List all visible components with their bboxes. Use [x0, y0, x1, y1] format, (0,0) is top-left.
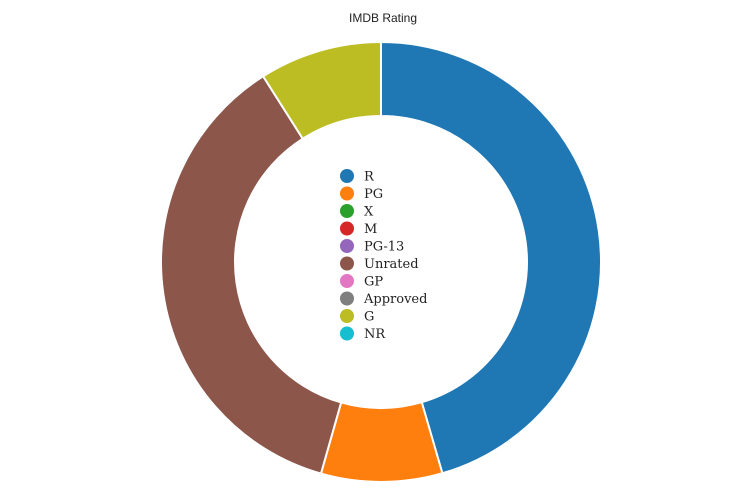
legend-label: PG: [364, 187, 383, 202]
legend-label: Unrated: [364, 257, 419, 272]
slice-g[interactable]: [261, 40, 382, 141]
legend-item-pg[interactable]: PG: [340, 186, 383, 203]
donut-slices: [160, 40, 603, 483]
legend-item-m[interactable]: M: [340, 221, 377, 238]
legend-label: G: [364, 310, 374, 325]
legend-item-x[interactable]: X: [340, 204, 374, 220]
legend-item-r[interactable]: R: [340, 169, 375, 185]
legend-item-g[interactable]: G: [340, 309, 374, 325]
legend-marker: [340, 186, 354, 201]
slice-r[interactable]: [380, 40, 603, 475]
chart-title: IMDB Rating: [349, 11, 417, 25]
legend-marker: [340, 204, 354, 218]
legend-marker: [340, 256, 354, 271]
legend-label: NR: [364, 327, 386, 342]
legend-item-approved[interactable]: Approved: [340, 291, 427, 308]
legend-marker: [340, 221, 354, 236]
legend-label: PG-13: [364, 240, 404, 255]
legend-marker: [340, 274, 354, 288]
legend-marker: [340, 291, 354, 306]
legend-label: GP: [364, 275, 383, 290]
legend-item-unrated[interactable]: Unrated: [340, 256, 419, 273]
legend-item-gp[interactable]: GP: [340, 274, 383, 290]
legend-marker: [340, 239, 354, 253]
legend-label: Approved: [363, 292, 427, 307]
legend: R PG XM PG-13 Unrated GP Approved G NR: [340, 169, 427, 342]
legend-marker: [340, 169, 354, 183]
legend-item-pg-13[interactable]: PG-13: [340, 239, 404, 255]
slice-unrated[interactable]: [160, 74, 343, 475]
legend-marker: [340, 326, 354, 341]
legend-label: R: [364, 170, 375, 185]
legend-label: X: [364, 205, 374, 220]
slice-pg[interactable]: [319, 400, 444, 483]
legend-marker: [340, 309, 354, 323]
legend-item-nr[interactable]: NR: [340, 326, 386, 343]
legend-label: M: [364, 222, 377, 237]
